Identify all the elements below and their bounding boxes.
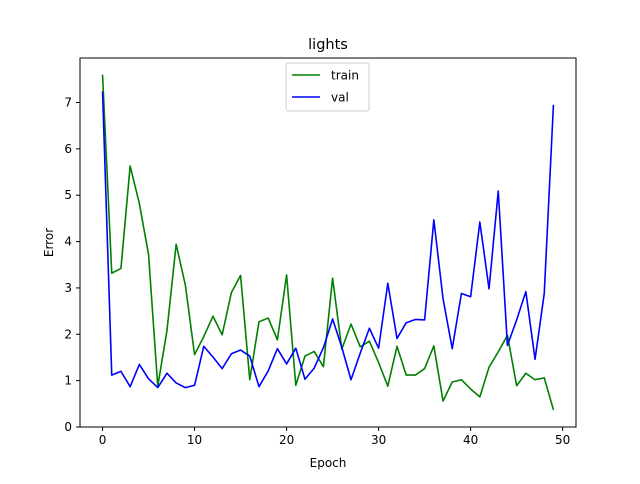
legend-label-train: train xyxy=(331,69,359,83)
x-tick-label: 10 xyxy=(187,433,202,447)
x-tick-label: 20 xyxy=(279,433,294,447)
x-axis-label: Epoch xyxy=(310,456,347,470)
series-layer xyxy=(101,74,555,411)
x-tick-label: 30 xyxy=(371,433,386,447)
series-line-val xyxy=(101,91,555,389)
legend: train val xyxy=(285,62,370,112)
y-tick-label: 5 xyxy=(64,188,72,202)
y-tick-label: 6 xyxy=(64,142,72,156)
y-tick-label: 2 xyxy=(64,327,72,341)
plot-area-frame xyxy=(79,57,577,428)
y-tick-label: 0 xyxy=(64,420,72,434)
legend-entries: train val xyxy=(292,69,359,105)
legend-label-val: val xyxy=(331,91,349,105)
series-line-train xyxy=(101,74,555,411)
y-axis-ticks: 0 1 2 3 4 5 6 7 xyxy=(64,96,80,434)
x-axis-ticks: 0 10 20 30 40 50 xyxy=(99,427,570,447)
x-tick-label: 40 xyxy=(463,433,478,447)
y-tick-label: 4 xyxy=(64,235,72,249)
y-tick-label: 1 xyxy=(64,374,72,388)
x-tick-label: 50 xyxy=(555,433,570,447)
y-tick-label: 7 xyxy=(64,96,72,110)
y-axis-label: Error xyxy=(42,228,56,257)
chart-title: lights xyxy=(308,37,348,53)
y-tick-label: 3 xyxy=(64,281,72,295)
x-tick-label: 0 xyxy=(99,433,107,447)
